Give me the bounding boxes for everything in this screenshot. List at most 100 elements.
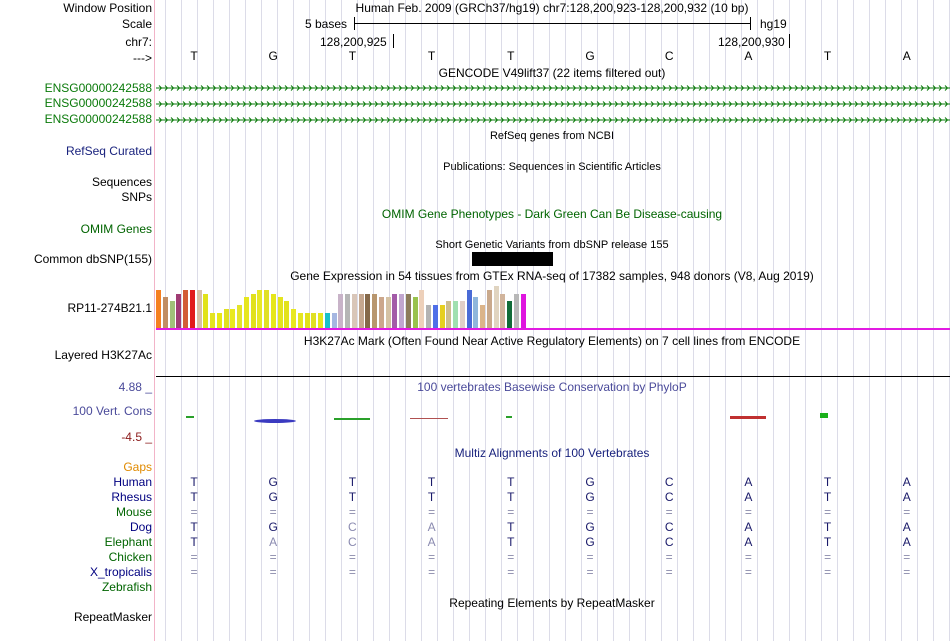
gtex-tissue-bar[interactable] [331, 313, 337, 328]
refseq-label[interactable]: RefSeq Curated [65, 144, 152, 158]
gtex-tissue-bar[interactable] [237, 305, 242, 328]
gtex-tissue-bar[interactable] [250, 294, 256, 328]
gtex-tissue-bar[interactable] [507, 301, 512, 328]
sequences-label[interactable]: Sequences [91, 175, 152, 189]
conservation-score[interactable] [254, 419, 296, 423]
gencode-gene-features[interactable] [156, 80, 950, 128]
gtex-tissue-bar[interactable] [500, 294, 506, 328]
gtex-tissue-bar[interactable] [324, 313, 330, 328]
gtex-expression-bars[interactable] [156, 284, 556, 328]
gtex-tissue-bar[interactable] [520, 294, 526, 328]
species-label-dog[interactable]: Dog [129, 520, 152, 534]
gtex-tissue-bar[interactable] [277, 297, 283, 328]
dbsnp-label[interactable]: Common dbSNP(155) [33, 252, 152, 266]
gtex-tissue-bar[interactable] [419, 290, 425, 328]
assembly-position[interactable]: Human Feb. 2009 (GRCh37/hg19) chr7:128,2… [355, 1, 749, 15]
gtex-tissue-bar[interactable] [304, 313, 310, 328]
gencode-item-2[interactable]: ENSG00000242588 [44, 96, 152, 110]
gtex-tissue-bar[interactable] [196, 290, 202, 328]
conservation-score[interactable] [334, 418, 370, 420]
gtex-tissue-bar[interactable] [513, 294, 519, 328]
gtex-tissue-bar[interactable] [405, 294, 411, 328]
h3k27ac-label[interactable]: Layered H3K27Ac [54, 348, 152, 362]
gtex-tissue-bar[interactable] [486, 290, 492, 328]
gtex-tissue-bar[interactable] [466, 290, 472, 328]
gtex-tissue-bar[interactable] [338, 294, 344, 328]
gtex-tissue-bar[interactable] [297, 313, 303, 328]
gtex-tissue-bar[interactable] [284, 301, 290, 328]
gtex-tissue-bar[interactable] [372, 294, 377, 328]
publications-track-title[interactable]: Publications: Sequences in Scientific Ar… [443, 161, 661, 173]
gtex-track-title[interactable]: Gene Expression in 54 tissues from GTEx … [290, 269, 814, 283]
gtex-tissue-bar[interactable] [223, 309, 229, 328]
gtex-tissue-bar[interactable] [162, 297, 168, 328]
strand-chevron [230, 101, 235, 107]
species-label-human[interactable]: Human [113, 475, 152, 489]
repeatmasker-track-title[interactable]: Repeating Elements by RepeatMasker [449, 596, 655, 610]
gtex-gene-label[interactable]: RP11-274B21.1 [67, 301, 152, 315]
gtex-tissue-bar[interactable] [351, 294, 357, 328]
strand-chevron [824, 85, 829, 91]
multiz-track-title[interactable]: Multiz Alignments of 100 Vertebrates [454, 446, 650, 460]
gtex-tissue-bar[interactable] [378, 297, 384, 328]
gtex-tissue-bar[interactable] [439, 305, 445, 328]
species-label-chicken[interactable]: Chicken [108, 550, 152, 564]
species-label-zebrafish[interactable]: Zebrafish [101, 580, 152, 594]
conservation-score[interactable] [186, 416, 194, 418]
gtex-tissue-bar[interactable] [345, 294, 350, 328]
conservation-score[interactable] [820, 413, 828, 418]
conservation-score[interactable] [730, 416, 766, 419]
conservation-score[interactable] [410, 418, 448, 419]
gtex-tissue-bar[interactable] [446, 301, 452, 328]
species-label-x_tropicalis[interactable]: X_tropicalis [89, 565, 152, 579]
omim-label[interactable]: OMIM Genes [80, 222, 152, 236]
gtex-tissue-bar[interactable] [480, 305, 485, 328]
gtex-tissue-bar[interactable] [385, 297, 391, 328]
gtex-tissue-bar[interactable] [243, 297, 249, 328]
gtex-tissue-bar[interactable] [270, 294, 276, 328]
gencode-item-1[interactable]: ENSG00000242588 [44, 81, 152, 95]
gtex-tissue-bar[interactable] [473, 297, 479, 328]
species-label-elephant[interactable]: Elephant [104, 535, 152, 549]
gtex-tissue-bar[interactable] [412, 297, 418, 328]
phylop-track-title[interactable]: 100 vertebrates Basewise Conservation by… [417, 380, 687, 394]
gtex-tissue-bar[interactable] [392, 294, 398, 328]
gtex-tissue-bar[interactable] [210, 313, 215, 328]
gencode-item-3[interactable]: ENSG00000242588 [44, 112, 152, 126]
repeatmasker-label[interactable]: RepeatMasker [73, 610, 152, 624]
gtex-tissue-bar[interactable] [399, 294, 404, 328]
gtex-tissue-bar[interactable] [176, 294, 182, 328]
gtex-tissue-bar[interactable] [311, 313, 317, 328]
gtex-tissue-bar[interactable] [257, 290, 263, 328]
gtex-tissue-bar[interactable] [183, 290, 188, 328]
species-label-rhesus[interactable]: Rhesus [111, 490, 152, 504]
gtex-tissue-bar[interactable] [453, 301, 458, 328]
snps-label[interactable]: SNPs [121, 190, 152, 204]
conservation-score[interactable] [506, 416, 512, 418]
gtex-tissue-bar[interactable] [318, 313, 323, 328]
gtex-tissue-bar[interactable] [365, 294, 371, 328]
gtex-tissue-bar[interactable] [169, 301, 175, 328]
gtex-tissue-bar[interactable] [189, 290, 195, 328]
gtex-tissue-bar[interactable] [216, 313, 222, 328]
gtex-tissue-bar[interactable] [264, 290, 269, 328]
phylop-label[interactable]: 100 Vert. Cons [72, 404, 152, 418]
gtex-tissue-bar[interactable] [358, 294, 364, 328]
dbsnp-track-title[interactable]: Short Genetic Variants from dbSNP releas… [435, 239, 669, 251]
gtex-tissue-bar[interactable] [426, 305, 431, 328]
strand-chevron [374, 85, 379, 91]
gtex-tissue-bar[interactable] [493, 286, 499, 328]
gtex-tissue-bar[interactable] [459, 301, 465, 328]
gtex-tissue-bar[interactable] [230, 309, 236, 328]
gencode-track-title[interactable]: GENCODE V49lift37 (22 items filtered out… [438, 66, 666, 80]
species-label-mouse[interactable]: Mouse [115, 505, 152, 519]
gtex-tissue-bar[interactable] [156, 290, 161, 328]
gtex-tissue-bar[interactable] [291, 309, 296, 328]
gtex-tissue-bar[interactable] [203, 294, 209, 328]
omim-track-title[interactable]: OMIM Gene Phenotypes - Dark Green Can Be… [381, 207, 723, 221]
gtex-tissue-bar[interactable] [432, 305, 438, 328]
dbsnp-variant[interactable] [472, 252, 553, 266]
strand-chevron [458, 101, 463, 107]
refseq-track-title[interactable]: RefSeq genes from NCBI [489, 130, 615, 142]
h3k27ac-track-title[interactable]: H3K27Ac Mark (Often Found Near Active Re… [303, 334, 801, 348]
